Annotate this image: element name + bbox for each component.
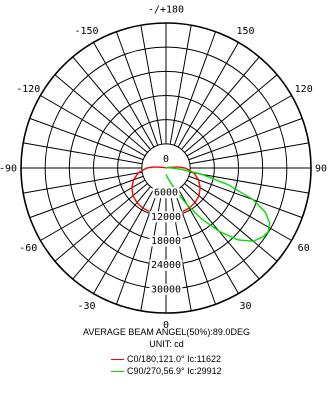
grid-spoke <box>181 56 260 150</box>
grid-spoke <box>93 188 155 294</box>
angle-label: 150 <box>236 26 254 37</box>
radial-tick-label: 24000 <box>151 260 181 271</box>
angle-label: -30 <box>77 301 95 312</box>
grid-spoke <box>29 117 144 161</box>
legend-entry-c0-180: C0/180,121.0° Ic:11622 <box>111 354 221 365</box>
radial-tick-label: 0 <box>163 154 169 165</box>
legend-label-c0-180: C0/180,121.0° Ic:11622 <box>127 354 222 364</box>
radial-tick-label: 18000 <box>151 236 181 247</box>
beam-angle-caption: AVERAGE BEAM ANGEL(50%):89.0DEG <box>83 327 250 337</box>
grid-spoke <box>93 42 155 148</box>
radial-tick-bg <box>149 211 183 223</box>
radial-tick-label: 6000 <box>154 188 178 199</box>
angle-label: -/+180 <box>148 5 184 16</box>
grid-spoke <box>186 179 292 241</box>
grid-spoke <box>72 186 151 280</box>
grid-spoke <box>173 190 217 305</box>
grid-spoke <box>184 74 278 153</box>
legend-swatch-c0-180 <box>111 359 124 361</box>
grid-spoke <box>177 42 239 148</box>
grid-spoke <box>186 95 292 157</box>
radial-tick-bg <box>149 283 183 295</box>
grid-ring <box>20 22 312 314</box>
grid-spoke <box>29 175 144 219</box>
radial-labels: 0 6000 12000 18000 24000 30000 0 <box>149 154 183 331</box>
grid-spoke <box>23 171 143 194</box>
angle-label: -90 <box>0 164 17 175</box>
grid-spoke <box>189 171 309 194</box>
grid-spoke <box>173 31 217 146</box>
angle-label: 60 <box>298 243 310 254</box>
angle-label: -120 <box>16 84 40 95</box>
angle-labels: -/+180 150 -150 120 -120 90 -90 60 -60 30 -30 <box>0 5 327 313</box>
angle-label: 30 <box>239 301 251 312</box>
grid-spoke <box>23 142 143 165</box>
angle-label: -60 <box>19 243 37 254</box>
legend-entry-c90-270: C90/270,56.9° Ic:29912 <box>111 366 222 377</box>
radial-tick-label: 12000 <box>151 212 181 223</box>
radial-tick-label: 30000 <box>151 284 181 295</box>
grid-spoke <box>54 183 148 262</box>
grid-spoke <box>184 183 278 262</box>
grid-spoke <box>115 31 159 146</box>
polar-grid <box>20 22 312 314</box>
angle-label-0: 0 <box>163 320 169 331</box>
angle-label: 90 <box>315 164 327 175</box>
grid-spoke <box>169 25 192 145</box>
legend-swatch-c90-270 <box>111 371 124 373</box>
radial-tick-bg <box>152 187 180 199</box>
grid-spoke <box>54 74 148 153</box>
grid-spoke <box>188 175 303 219</box>
grid-spoke <box>40 95 146 157</box>
grid-spoke <box>181 186 260 280</box>
radial-tick-bg <box>149 259 183 271</box>
legend-label-c90-270: C90/270,56.9° Ic:29912 <box>127 366 222 376</box>
angle-label: -150 <box>74 26 98 37</box>
radial-tick-bg <box>149 235 183 247</box>
grid-spoke <box>188 117 303 161</box>
grid-spoke <box>115 190 159 305</box>
grid-spoke <box>189 142 309 165</box>
grid-spoke <box>72 56 151 150</box>
angle-label: 120 <box>295 84 313 95</box>
grid-spoke <box>140 25 163 145</box>
grid-spoke <box>40 179 146 241</box>
series-curve-1 <box>165 166 271 243</box>
unit-caption: UNIT: cd <box>149 339 184 349</box>
